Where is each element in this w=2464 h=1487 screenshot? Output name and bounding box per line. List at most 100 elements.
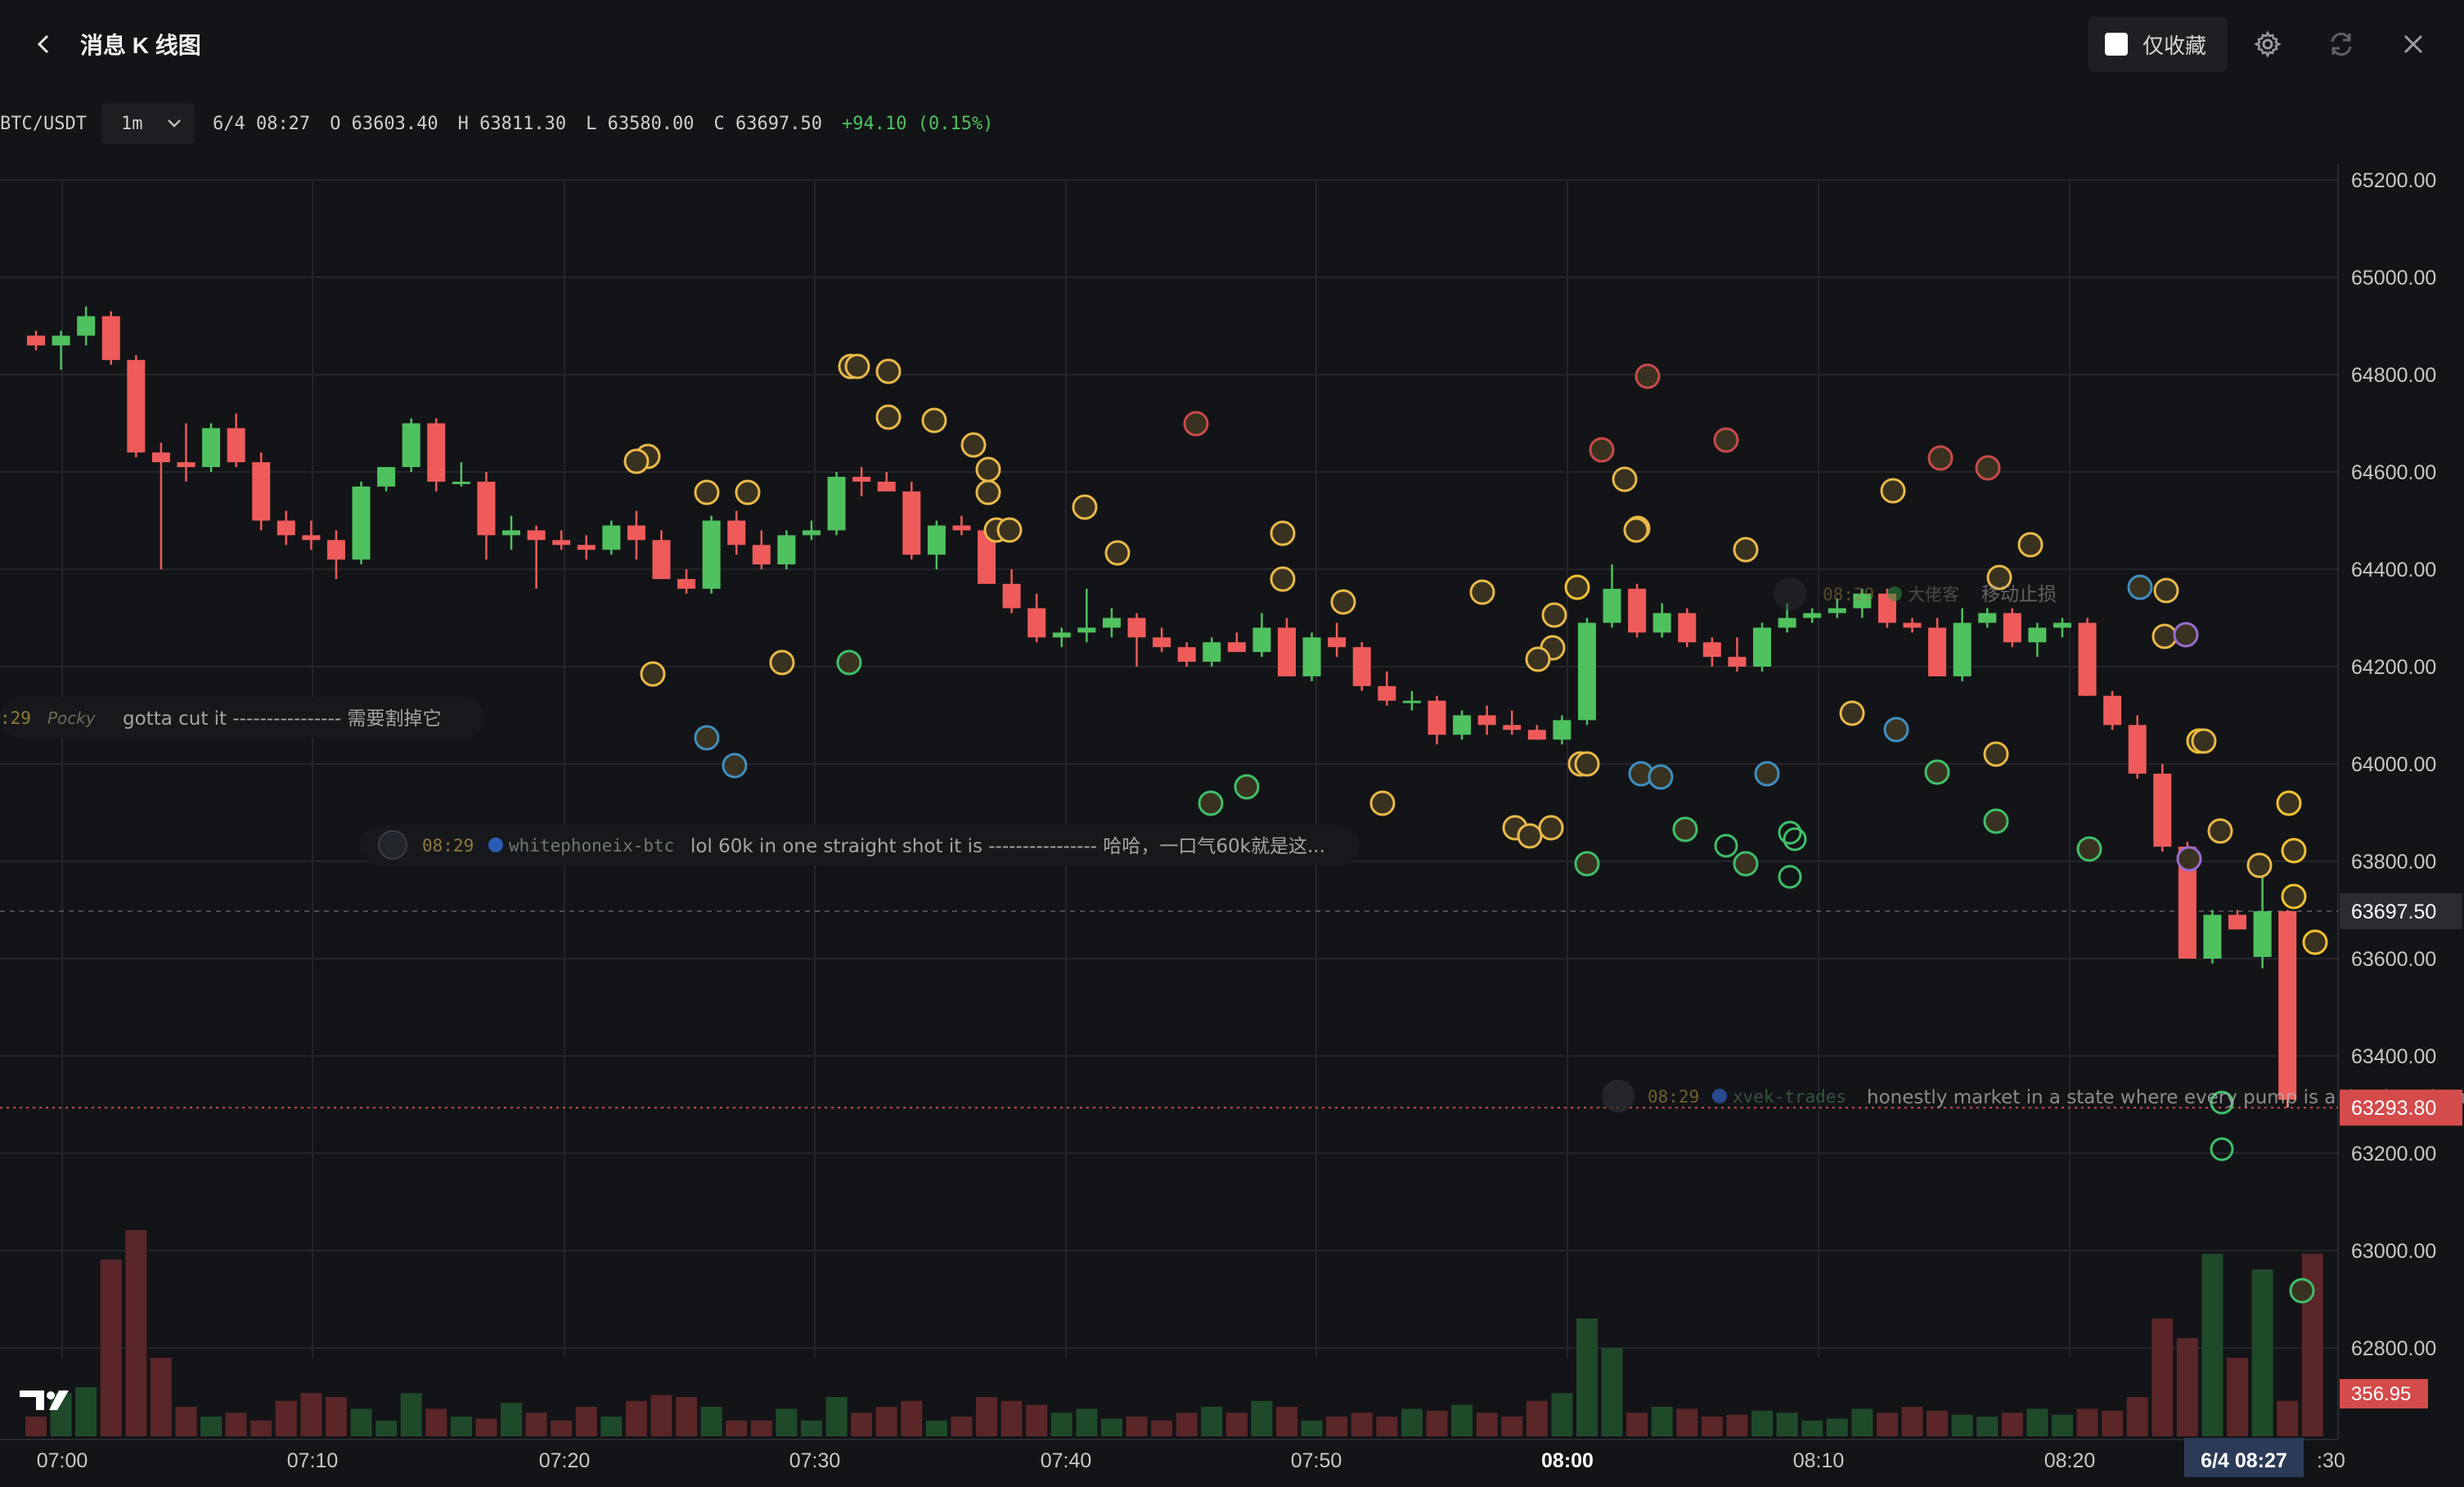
candle-body xyxy=(2178,847,2196,959)
avatar-marker xyxy=(2246,852,2273,878)
favorites-only-toggle[interactable]: 仅收藏 xyxy=(2089,16,2228,72)
volume-bar xyxy=(825,1397,848,1436)
legend-datetime: 6/4 08:27 xyxy=(212,113,311,134)
candlestick-chart[interactable]: :29 Pocky gotta cut it ---------------- … xyxy=(0,164,2464,1487)
volume-bar xyxy=(2001,1413,2023,1436)
candle-body xyxy=(326,540,345,560)
favorites-checkbox[interactable] xyxy=(2105,33,2128,56)
volume-bar xyxy=(100,1260,122,1436)
candle-body xyxy=(1828,608,1846,613)
candle-body xyxy=(227,428,245,463)
avatar-marker xyxy=(975,479,1001,505)
volume-bar xyxy=(1201,1407,1223,1436)
volume-bar xyxy=(800,1420,822,1436)
candle-body xyxy=(2003,613,2021,643)
message-bubble-pocky[interactable]: :29 Pocky gotta cut it ---------------- … xyxy=(0,697,484,738)
candle-body xyxy=(1877,593,1896,623)
message-bubble-xvek[interactable]: 08:29 xvek-trades honestly market in a s… xyxy=(1602,1080,2464,1112)
candle-body xyxy=(1027,608,1046,638)
candle-body xyxy=(852,476,871,482)
volume-bar xyxy=(1176,1413,1198,1436)
avatar-marker xyxy=(1538,815,1564,841)
avatar-marker xyxy=(1648,764,1674,790)
volume-bar xyxy=(600,1417,623,1436)
y-tick-label: 63200.00 xyxy=(2351,1143,2436,1166)
candle-body xyxy=(1127,618,1146,638)
candle-body xyxy=(727,520,746,546)
y-tick-label: 63400.00 xyxy=(2351,1045,2436,1068)
volume-bar xyxy=(1276,1407,1297,1436)
candle-body xyxy=(77,316,96,336)
volume-bar xyxy=(1927,1410,1949,1436)
chart-axes: 65200.00 65000.00 64800.00 64600.00 64400.00… xyxy=(37,169,2462,1477)
close-button[interactable] xyxy=(2394,25,2433,64)
candle-body xyxy=(2028,627,2047,643)
candle-body xyxy=(1052,632,1071,638)
chart-grid xyxy=(0,164,2339,1440)
volume-bar xyxy=(1951,1414,1973,1436)
x-tick-label: 07:40 xyxy=(1041,1449,1092,1472)
message-markers xyxy=(623,353,2328,1304)
y-tick-label: 64400.00 xyxy=(2351,559,2436,582)
avatar-marker xyxy=(1198,790,1224,816)
volume-bar xyxy=(2051,1414,2073,1436)
volume-bar xyxy=(650,1395,672,1436)
volume-bar xyxy=(2201,1253,2223,1436)
message-user: whitephoneix-btc xyxy=(509,836,674,856)
candle-body xyxy=(427,423,446,482)
legend-open: O 63603.40 xyxy=(330,113,438,134)
candle-body xyxy=(1953,622,1972,676)
status-dot xyxy=(1887,586,1902,601)
status-dot xyxy=(1712,1089,1727,1103)
message-user: 大佬客 xyxy=(1908,585,1959,604)
x-tick-label: :30 xyxy=(2317,1449,2345,1472)
y-tick-label: 64200.00 xyxy=(2351,656,2436,679)
candles xyxy=(27,306,2297,1108)
legend-high: H 63811.30 xyxy=(457,113,567,134)
candle-body xyxy=(2053,622,2071,628)
avatar-marker xyxy=(1469,579,1495,605)
volume-bar xyxy=(400,1393,422,1436)
settings-button[interactable] xyxy=(2248,25,2287,64)
favorites-label: 仅收藏 xyxy=(2143,33,2207,58)
interval-select[interactable]: 1m xyxy=(101,103,195,144)
avatar-marker xyxy=(1183,411,1209,437)
volume-bar xyxy=(1651,1407,1673,1436)
avatar-marker xyxy=(1574,851,1600,877)
volume-bar xyxy=(976,1397,998,1436)
volume-bars xyxy=(25,1230,2323,1436)
candle-body xyxy=(1352,647,1371,686)
y-tick-label: 62800.00 xyxy=(2351,1337,2436,1360)
candle-body xyxy=(252,462,271,521)
candle-body xyxy=(1628,588,1647,633)
avatar-marker xyxy=(769,649,795,676)
avatar-marker xyxy=(1713,427,1739,453)
avatar-marker xyxy=(722,752,748,779)
candle-body xyxy=(2128,725,2147,774)
candle-body xyxy=(1753,627,1772,667)
volume-badge xyxy=(2340,1379,2428,1408)
avatar-marker xyxy=(2076,836,2102,862)
volume-bar xyxy=(1701,1417,1723,1436)
volume-bar xyxy=(1776,1413,1798,1436)
volume-bar xyxy=(501,1403,523,1436)
volume-bar xyxy=(475,1418,497,1436)
volume-bar xyxy=(200,1417,223,1436)
avatar-marker xyxy=(1589,437,1615,463)
message-bubble-trailing-stop[interactable]: 08:29 大佬客 移动止损 xyxy=(1774,577,2057,610)
volume-bar xyxy=(2251,1269,2273,1436)
y-tick-label: 64000.00 xyxy=(2351,753,2436,776)
volume-bar xyxy=(1976,1417,1999,1436)
symbol-label[interactable]: BTC/USDT xyxy=(0,113,87,134)
refresh-button[interactable] xyxy=(2322,25,2361,64)
avatar-marker xyxy=(623,448,650,474)
avatar-marker xyxy=(1623,517,1649,543)
x-tick-label: 6/4 08:27 xyxy=(2201,1449,2287,1472)
candle-body xyxy=(2078,622,2097,696)
avatar-marker xyxy=(1983,741,2009,767)
message-bubble-whitephoneix[interactable]: 08:29 whitephoneix-btc lol 60k in one st… xyxy=(360,824,1360,865)
back-button[interactable] xyxy=(25,25,64,64)
candle-body xyxy=(302,535,321,541)
tradingview-logo xyxy=(20,1390,69,1410)
candle-body xyxy=(1702,642,1721,658)
